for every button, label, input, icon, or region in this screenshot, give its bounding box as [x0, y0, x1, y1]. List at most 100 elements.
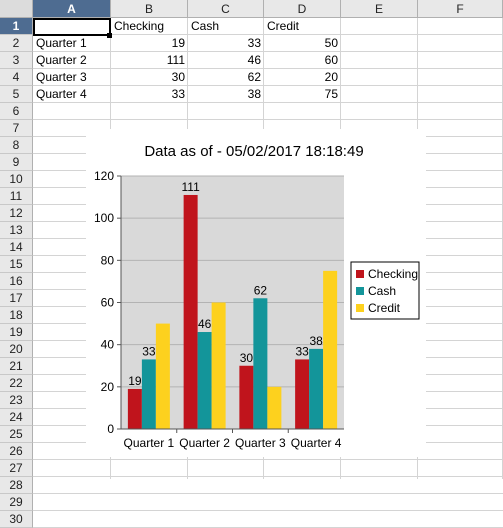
row-header-22[interactable]: 22 — [0, 375, 33, 392]
row-header-25[interactable]: 25 — [0, 426, 33, 443]
cell-a4[interactable]: Quarter 3 — [36, 70, 87, 84]
y-tick-label: 40 — [101, 338, 115, 352]
row-header-12[interactable]: 12 — [0, 205, 33, 222]
row-header-4[interactable]: 4 — [0, 69, 33, 86]
column-header-a[interactable]: A — [33, 0, 111, 18]
cell-b5[interactable]: 33 — [171, 87, 185, 101]
x-tick-label: Quarter 2 — [179, 436, 230, 450]
row-gridline — [33, 119, 503, 120]
data-label-checking-1: 19 — [128, 374, 142, 388]
row-gridline — [33, 510, 503, 511]
row-header-27[interactable]: 27 — [0, 460, 33, 477]
legend-swatch-cash — [356, 287, 364, 295]
cell-b1[interactable]: Checking — [114, 19, 165, 33]
row-gridline — [33, 68, 503, 69]
legend-label-checking: Checking — [368, 267, 418, 281]
data-label-checking-4: 33 — [295, 344, 309, 358]
legend-swatch-credit — [356, 304, 364, 312]
row-header-18[interactable]: 18 — [0, 307, 33, 324]
cell-c1[interactable]: Cash — [191, 19, 220, 33]
row-gridline — [33, 493, 503, 494]
bar-cash-3 — [253, 298, 268, 429]
y-tick-label: 20 — [101, 380, 115, 394]
row-header-29[interactable]: 29 — [0, 494, 33, 511]
cell-c3[interactable]: 46 — [247, 53, 261, 67]
chart-object[interactable]: Data as of - 05/02/2017 18:18:49 19 33 111… — [86, 129, 426, 457]
chart-bars — [127, 194, 338, 429]
row-header-2[interactable]: 2 — [0, 35, 33, 52]
row-gridline — [33, 102, 503, 103]
bar-cash-1 — [141, 359, 156, 429]
chart-axes: 0 20 40 60 80 100 120 Quarter 1 Quarter 2 Quarter… — [94, 169, 344, 450]
row-header-13[interactable]: 13 — [0, 222, 33, 239]
cell-b2[interactable]: 19 — [171, 36, 185, 50]
row-header-26[interactable]: 26 — [0, 443, 33, 460]
active-cell-cursor[interactable] — [33, 18, 111, 36]
row-header-8[interactable]: 8 — [0, 137, 33, 154]
column-header-f[interactable]: F — [418, 0, 503, 18]
column-header-d[interactable]: D — [264, 0, 341, 18]
cell-a3[interactable]: Quarter 2 — [36, 53, 87, 67]
x-tick-label: Quarter 4 — [291, 436, 342, 450]
data-label-cash-3: 62 — [254, 283, 268, 297]
chart-title: Data as of - 05/02/2017 18:18:49 — [144, 143, 363, 160]
y-tick-label: 120 — [94, 169, 114, 183]
data-label-checking-3: 30 — [240, 351, 254, 365]
cell-d1[interactable]: Credit — [267, 19, 300, 33]
row-header-6[interactable]: 6 — [0, 103, 33, 120]
select-all-corner[interactable] — [0, 0, 33, 18]
cell-b3[interactable]: 111 — [166, 53, 185, 67]
row-header-7[interactable]: 7 — [0, 120, 33, 137]
bar-checking-4 — [295, 359, 310, 429]
column-header-e[interactable]: E — [341, 0, 418, 18]
row-header-20[interactable]: 20 — [0, 341, 33, 358]
bar-checking-2 — [183, 194, 198, 429]
row-header-17[interactable]: 17 — [0, 290, 33, 307]
row-header-23[interactable]: 23 — [0, 392, 33, 409]
bar-credit-2 — [211, 302, 226, 429]
row-header-21[interactable]: 21 — [0, 358, 33, 375]
row-gridline — [33, 85, 503, 86]
row-header-28[interactable]: 28 — [0, 477, 33, 494]
legend-label-cash: Cash — [368, 284, 396, 298]
row-header-9[interactable]: 9 — [0, 154, 33, 171]
cell-a2[interactable]: Quarter 1 — [36, 36, 87, 50]
row-header-16[interactable]: 16 — [0, 273, 33, 290]
cell-d4[interactable]: 20 — [324, 70, 338, 84]
data-label-cash-2: 46 — [198, 317, 212, 331]
y-tick-label: 60 — [101, 296, 115, 310]
cell-d2[interactable]: 50 — [324, 36, 338, 50]
y-tick-label: 100 — [94, 211, 114, 225]
row-header-15[interactable]: 15 — [0, 256, 33, 273]
cell-d5[interactable]: 75 — [324, 87, 338, 101]
row-header-11[interactable]: 11 — [0, 188, 33, 205]
row-header-19[interactable]: 19 — [0, 324, 33, 341]
bar-cash-2 — [197, 332, 212, 429]
legend-label-credit: Credit — [368, 301, 401, 315]
y-tick-label: 0 — [107, 422, 114, 436]
cell-c4[interactable]: 62 — [247, 70, 261, 84]
column-header-b[interactable]: B — [111, 0, 188, 18]
cell-d3[interactable]: 60 — [324, 53, 338, 67]
bar-checking-1 — [127, 388, 142, 429]
cell-b4[interactable]: 30 — [171, 70, 185, 84]
bar-checking-3 — [239, 365, 254, 429]
row-header-24[interactable]: 24 — [0, 409, 33, 426]
cell-c5[interactable]: 38 — [247, 87, 261, 101]
bar-cash-4 — [309, 348, 324, 429]
row-header-1[interactable]: 1 — [0, 18, 33, 35]
row-header-3[interactable]: 3 — [0, 52, 33, 69]
data-label-cash-4: 38 — [309, 334, 323, 348]
row-header-5[interactable]: 5 — [0, 86, 33, 103]
row-gridline — [33, 476, 503, 477]
cell-a5[interactable]: Quarter 4 — [36, 87, 87, 101]
cell-c2[interactable]: 33 — [247, 36, 261, 50]
row-header-30[interactable]: 30 — [0, 511, 33, 528]
column-header-c[interactable]: C — [188, 0, 264, 18]
bar-credit-1 — [155, 323, 170, 429]
row-header-10[interactable]: 10 — [0, 171, 33, 188]
fill-handle[interactable] — [107, 33, 112, 38]
row-header-14[interactable]: 14 — [0, 239, 33, 256]
